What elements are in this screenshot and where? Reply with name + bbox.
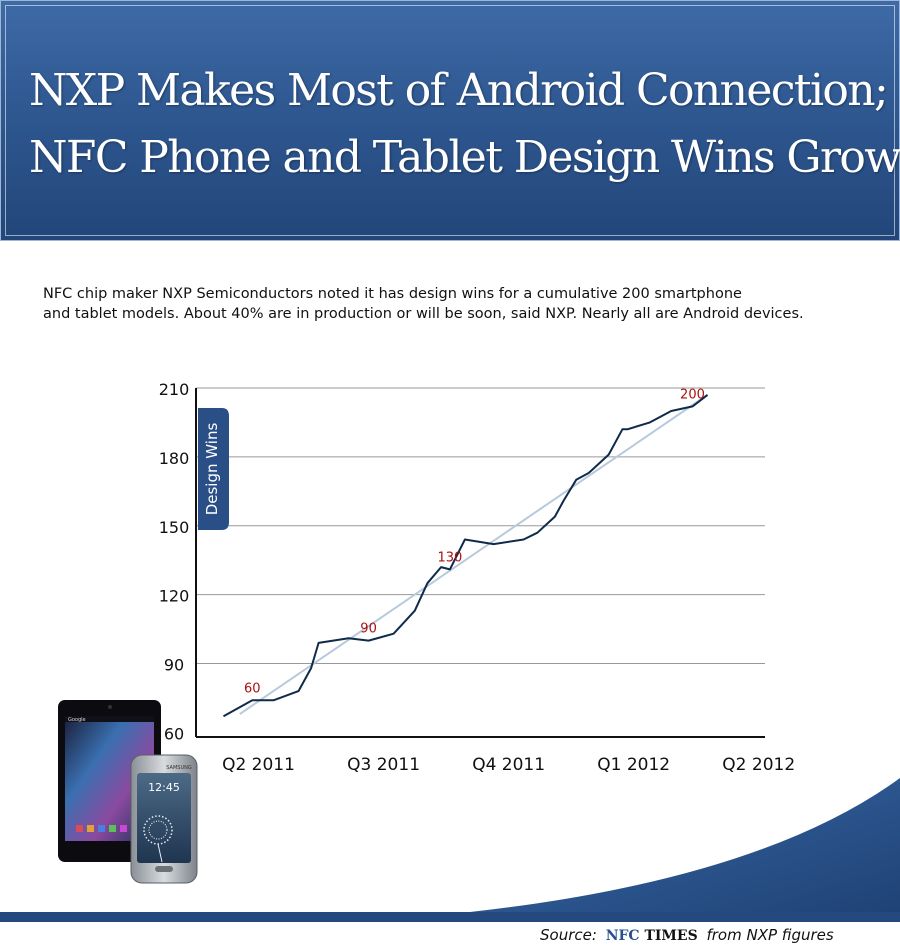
dandelion-wallpaper: [143, 815, 173, 863]
y-axis-ticks: 60 90 120 150 180 210: [159, 380, 190, 743]
source-credit: Source: NFC TIMES from NXP figures: [540, 926, 834, 944]
series-layer: [223, 394, 709, 718]
y-tick-label: 90: [164, 656, 184, 675]
brand-times: TIMES: [644, 928, 698, 944]
y-tick-label: 60: [164, 724, 184, 743]
intro-text: NFC chip maker NXP Semiconductors noted …: [43, 284, 863, 324]
banner-frame: [5, 5, 895, 236]
data-label: 90: [360, 622, 377, 637]
trendline-layer: [239, 394, 709, 715]
intro-line-2: and tablet models. About 40% are in prod…: [43, 306, 804, 322]
y-axis-label-badge: Design Wins: [198, 408, 229, 530]
y-tick-label: 120: [159, 587, 190, 606]
y-tick-label: 180: [159, 449, 190, 468]
data-label: 200: [680, 387, 705, 402]
intro-line-1: NFC chip maker NXP Semiconductors noted …: [43, 286, 742, 302]
title-banner: NXP Makes Most of Android Connection; NF…: [0, 0, 900, 241]
trendline: [239, 394, 709, 715]
tablet-app-icons: [76, 825, 127, 832]
source-suffix: from NXP figures: [706, 926, 834, 944]
source-brand-logo: NFC TIMES: [606, 928, 698, 944]
x-tick-label: Q3 2011: [347, 755, 420, 775]
y-tick-label: 150: [159, 518, 190, 537]
tablet-screen-label: Google: [68, 717, 86, 723]
x-tick-label: Q1 2012: [597, 755, 670, 775]
footer-bar: [0, 912, 900, 922]
y-axis-label: Design Wins: [203, 423, 221, 516]
phone-brand: SAMSUNG: [166, 765, 192, 771]
title-line-2: NFC Phone and Tablet Design Wins Grow: [29, 132, 900, 183]
phone-clock: 12:45: [148, 781, 180, 794]
source-prefix: Source:: [540, 926, 597, 944]
phone-image: SAMSUNG 12:45: [130, 754, 198, 884]
x-tick-label: Q4 2011: [472, 755, 545, 775]
x-tick-label: Q2 2011: [222, 755, 295, 775]
data-label: 60: [244, 681, 261, 696]
data-label: 130: [437, 550, 462, 565]
brand-nfc: NFC: [605, 928, 640, 944]
x-tick-label: Q2 2012: [722, 755, 795, 775]
corner-swoosh: [470, 778, 900, 912]
page-title: NXP Makes Most of Android Connection; NF…: [29, 57, 900, 191]
x-axis-ticks: Q2 2011 Q3 2011 Q4 2011 Q1 2012 Q2 2012: [222, 755, 795, 775]
chart-gridlines: [196, 387, 765, 665]
title-line-1: NXP Makes Most of Android Connection;: [29, 65, 889, 116]
annotation-layer: 60 90 130 200: [244, 387, 705, 696]
chart-axes: [195, 388, 765, 738]
y-tick-label: 210: [159, 380, 190, 399]
series-line-design-wins: [223, 394, 709, 718]
